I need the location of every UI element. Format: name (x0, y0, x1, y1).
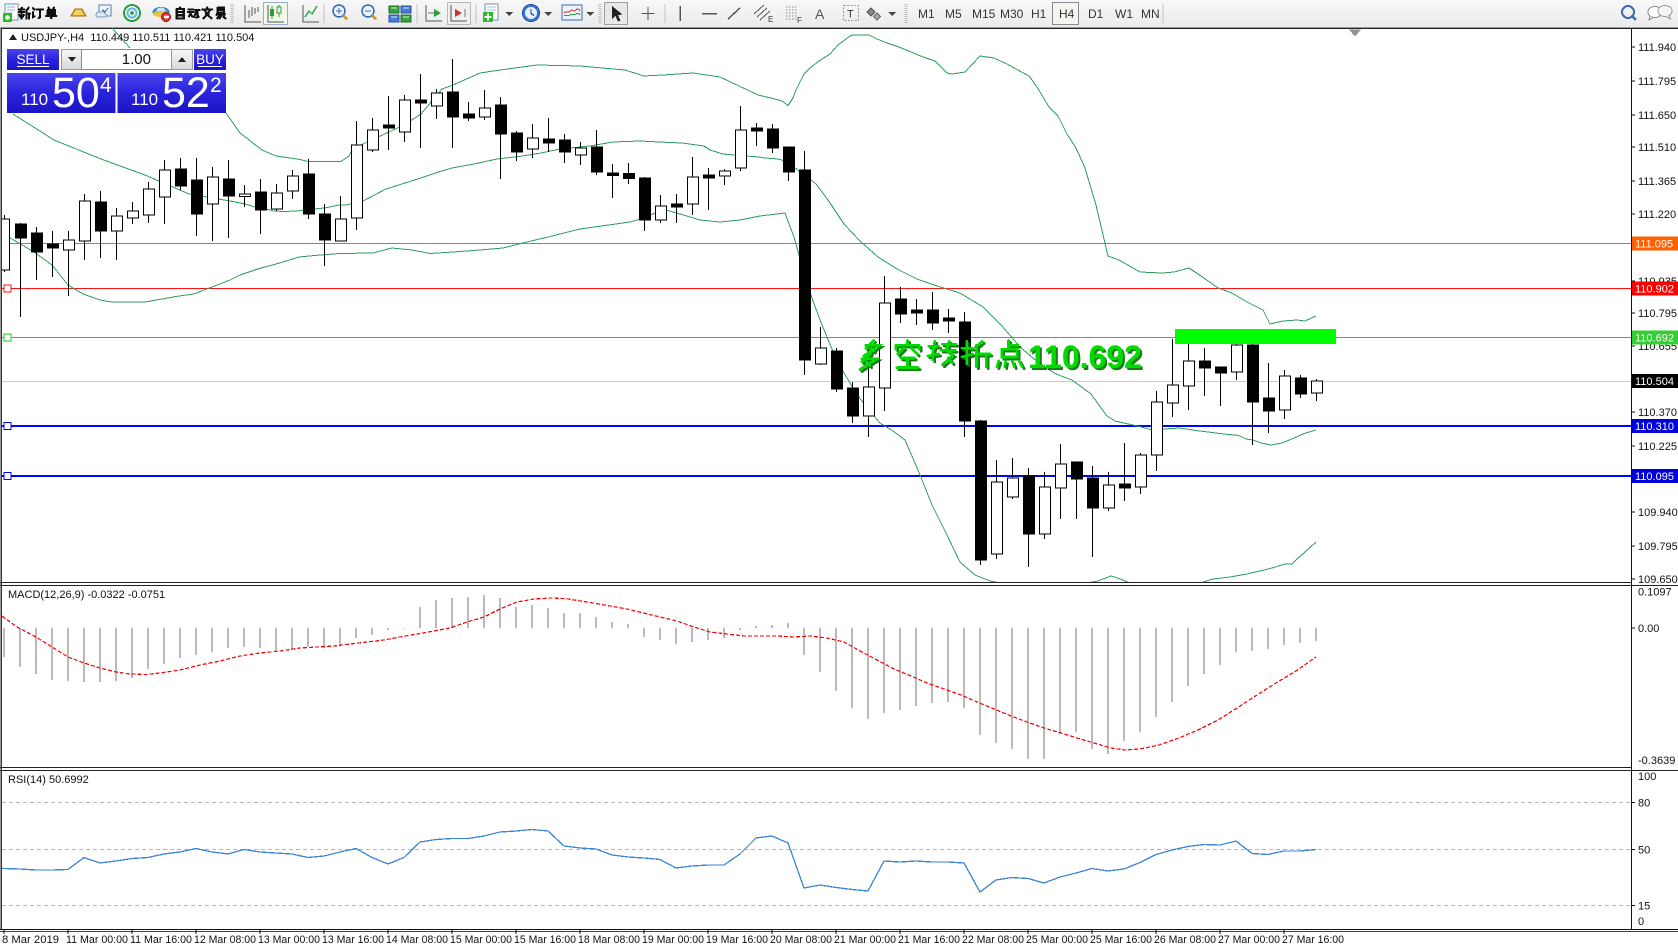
svg-text:110.795: 110.795 (1638, 308, 1677, 320)
svg-text:111.650: 111.650 (1638, 110, 1676, 122)
svg-text:D1: D1 (1088, 7, 1104, 21)
svg-text:14 Mar 08:00: 14 Mar 08:00 (386, 934, 448, 946)
svg-text:MN: MN (1141, 7, 1160, 21)
svg-text:BUY: BUY (196, 52, 224, 67)
svg-text:21 Mar 00:00: 21 Mar 00:00 (834, 934, 896, 946)
svg-text:1.00: 1.00 (122, 51, 151, 68)
svg-text:13 Mar 16:00: 13 Mar 16:00 (322, 934, 384, 946)
svg-text:27 Mar 00:00: 27 Mar 00:00 (1218, 934, 1280, 946)
svg-text:13 Mar 00:00: 13 Mar 00:00 (258, 934, 320, 946)
svg-text:15 Mar 16:00: 15 Mar 16:00 (514, 934, 576, 946)
svg-text:SELL: SELL (16, 52, 50, 67)
svg-text:109.650: 109.650 (1638, 574, 1678, 586)
svg-text:52: 52 (162, 69, 210, 117)
svg-text:M5: M5 (945, 7, 962, 21)
svg-text:0.1097: 0.1097 (1638, 587, 1672, 599)
svg-text:110.310: 110.310 (1635, 421, 1674, 433)
svg-text:A: A (815, 6, 825, 22)
svg-text:111.220: 111.220 (1638, 209, 1676, 221)
svg-text:M15: M15 (972, 7, 996, 21)
svg-text:USDJPY-,H4 110.449 110.511 11: USDJPY-,H4 110.449 110.511 110.421 110.5… (21, 32, 254, 44)
svg-text:4: 4 (100, 74, 112, 97)
svg-text:50: 50 (1638, 845, 1650, 857)
svg-text:110.370: 110.370 (1638, 407, 1677, 419)
svg-text:109.795: 109.795 (1638, 541, 1678, 553)
svg-text:50: 50 (52, 69, 100, 117)
svg-text:H4: H4 (1059, 7, 1075, 21)
svg-text:M30: M30 (1000, 7, 1024, 21)
svg-text:20 Mar 08:00: 20 Mar 08:00 (770, 934, 832, 946)
svg-text:W1: W1 (1115, 7, 1133, 21)
svg-text:11 Mar 00:00: 11 Mar 00:00 (66, 934, 128, 946)
svg-text:25 Mar 00:00: 25 Mar 00:00 (1026, 934, 1088, 946)
svg-text:110: 110 (131, 90, 158, 109)
svg-text:111.510: 111.510 (1638, 142, 1676, 154)
svg-text:0.00: 0.00 (1638, 623, 1659, 635)
svg-text:H1: H1 (1031, 7, 1047, 21)
svg-text:111.095: 111.095 (1635, 239, 1673, 251)
svg-text:25 Mar 16:00: 25 Mar 16:00 (1090, 934, 1152, 946)
svg-text:MACD(12,26,9) -0.0322 -0.0751: MACD(12,26,9) -0.0322 -0.0751 (8, 589, 165, 601)
svg-text:15 Mar 00:00: 15 Mar 00:00 (450, 934, 512, 946)
svg-text:80: 80 (1638, 798, 1650, 810)
svg-text:109.940: 109.940 (1638, 507, 1678, 519)
svg-text:26 Mar 08:00: 26 Mar 08:00 (1154, 934, 1216, 946)
svg-text:E: E (768, 15, 773, 24)
svg-text:12 Mar 08:00: 12 Mar 08:00 (194, 934, 256, 946)
svg-text:110.692: 110.692 (1635, 333, 1674, 345)
svg-text:100: 100 (1638, 771, 1656, 783)
svg-text:110.902: 110.902 (1635, 284, 1674, 296)
svg-text:22 Mar 08:00: 22 Mar 08:00 (962, 934, 1024, 946)
svg-text:T: T (847, 9, 854, 21)
svg-text:F: F (797, 16, 802, 25)
svg-text:8 Mar 2019: 8 Mar 2019 (2, 934, 59, 946)
svg-text:RSI(14) 50.6992: RSI(14) 50.6992 (8, 774, 89, 786)
svg-text:-0.3639: -0.3639 (1638, 755, 1675, 767)
svg-text:18 Mar 08:00: 18 Mar 08:00 (578, 934, 640, 946)
svg-text:15: 15 (1638, 901, 1650, 913)
svg-text:19 Mar 16:00: 19 Mar 16:00 (706, 934, 768, 946)
svg-text:0: 0 (1638, 916, 1644, 928)
svg-text:19 Mar 00:00: 19 Mar 00:00 (642, 934, 704, 946)
svg-text:2: 2 (210, 74, 222, 97)
svg-text:110.225: 110.225 (1638, 441, 1677, 453)
svg-text:111.940: 111.940 (1638, 42, 1676, 54)
svg-text:27 Mar 16:00: 27 Mar 16:00 (1282, 934, 1344, 946)
svg-text:110.504: 110.504 (1635, 376, 1674, 388)
svg-text:111.795: 111.795 (1638, 76, 1676, 88)
svg-text:11 Mar 16:00: 11 Mar 16:00 (130, 934, 192, 946)
svg-text:110: 110 (21, 90, 48, 109)
svg-text:21 Mar 16:00: 21 Mar 16:00 (898, 934, 960, 946)
svg-text:111.365: 111.365 (1638, 176, 1676, 188)
svg-text:M1: M1 (918, 7, 935, 21)
svg-text:110.692: 110.692 (1030, 341, 1144, 377)
svg-text:110.692: 110.692 (1028, 339, 1142, 375)
svg-text:110.095: 110.095 (1635, 471, 1674, 483)
